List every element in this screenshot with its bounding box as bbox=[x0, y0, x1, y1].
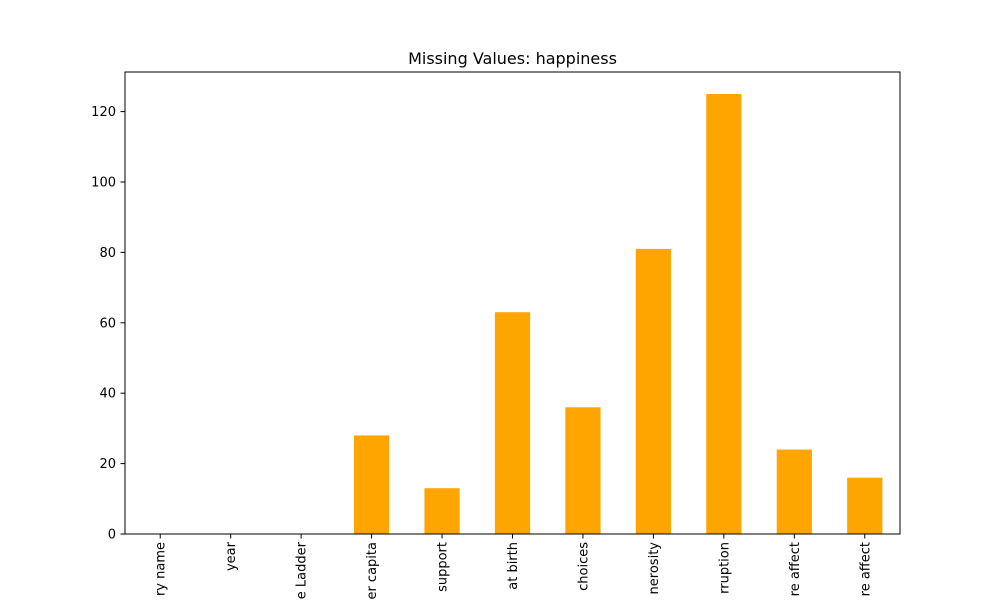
bar bbox=[635, 248, 672, 534]
x-tick-label: re affect bbox=[858, 542, 873, 596]
y-tick-label: 80 bbox=[99, 246, 116, 261]
x-tick-label: nerosity bbox=[647, 542, 662, 595]
bar bbox=[424, 488, 460, 534]
x-tick-label: rruption bbox=[717, 542, 732, 594]
y-tick-label: 100 bbox=[91, 176, 116, 191]
bar bbox=[706, 94, 742, 534]
x-tick-label: support bbox=[436, 542, 451, 592]
x-tick-label: re affect bbox=[788, 542, 803, 596]
y-tick-label: 120 bbox=[91, 105, 116, 120]
x-tick-label: at birth bbox=[506, 542, 521, 590]
x-tick-label: choices bbox=[576, 542, 591, 591]
bar bbox=[776, 449, 812, 534]
y-tick-label: 60 bbox=[99, 316, 116, 331]
bar bbox=[565, 407, 601, 534]
x-axis: ry name year e Ladder er capita support at bi… bbox=[154, 534, 873, 600]
plot-area-frame bbox=[124, 71, 901, 535]
x-tick-label: er capita bbox=[365, 542, 380, 600]
bars bbox=[353, 94, 883, 534]
x-tick-label: e Ladder bbox=[295, 541, 310, 599]
bar bbox=[353, 435, 390, 534]
y-tick-label: 20 bbox=[99, 457, 116, 472]
chart-title: Missing Values: happiness bbox=[408, 49, 617, 68]
x-tick-label: year bbox=[224, 541, 239, 571]
bar bbox=[494, 312, 531, 534]
y-tick-label: 40 bbox=[99, 387, 116, 402]
x-tick-label: ry name bbox=[154, 542, 169, 596]
y-tick-label: 0 bbox=[108, 528, 116, 543]
bar bbox=[847, 477, 883, 534]
y-axis: 0 20 40 60 80 100 120 bbox=[91, 105, 125, 543]
